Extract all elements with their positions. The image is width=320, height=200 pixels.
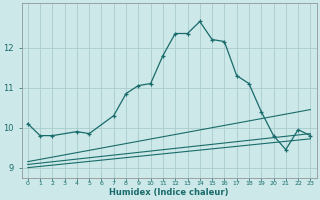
X-axis label: Humidex (Indice chaleur): Humidex (Indice chaleur)	[109, 188, 229, 197]
